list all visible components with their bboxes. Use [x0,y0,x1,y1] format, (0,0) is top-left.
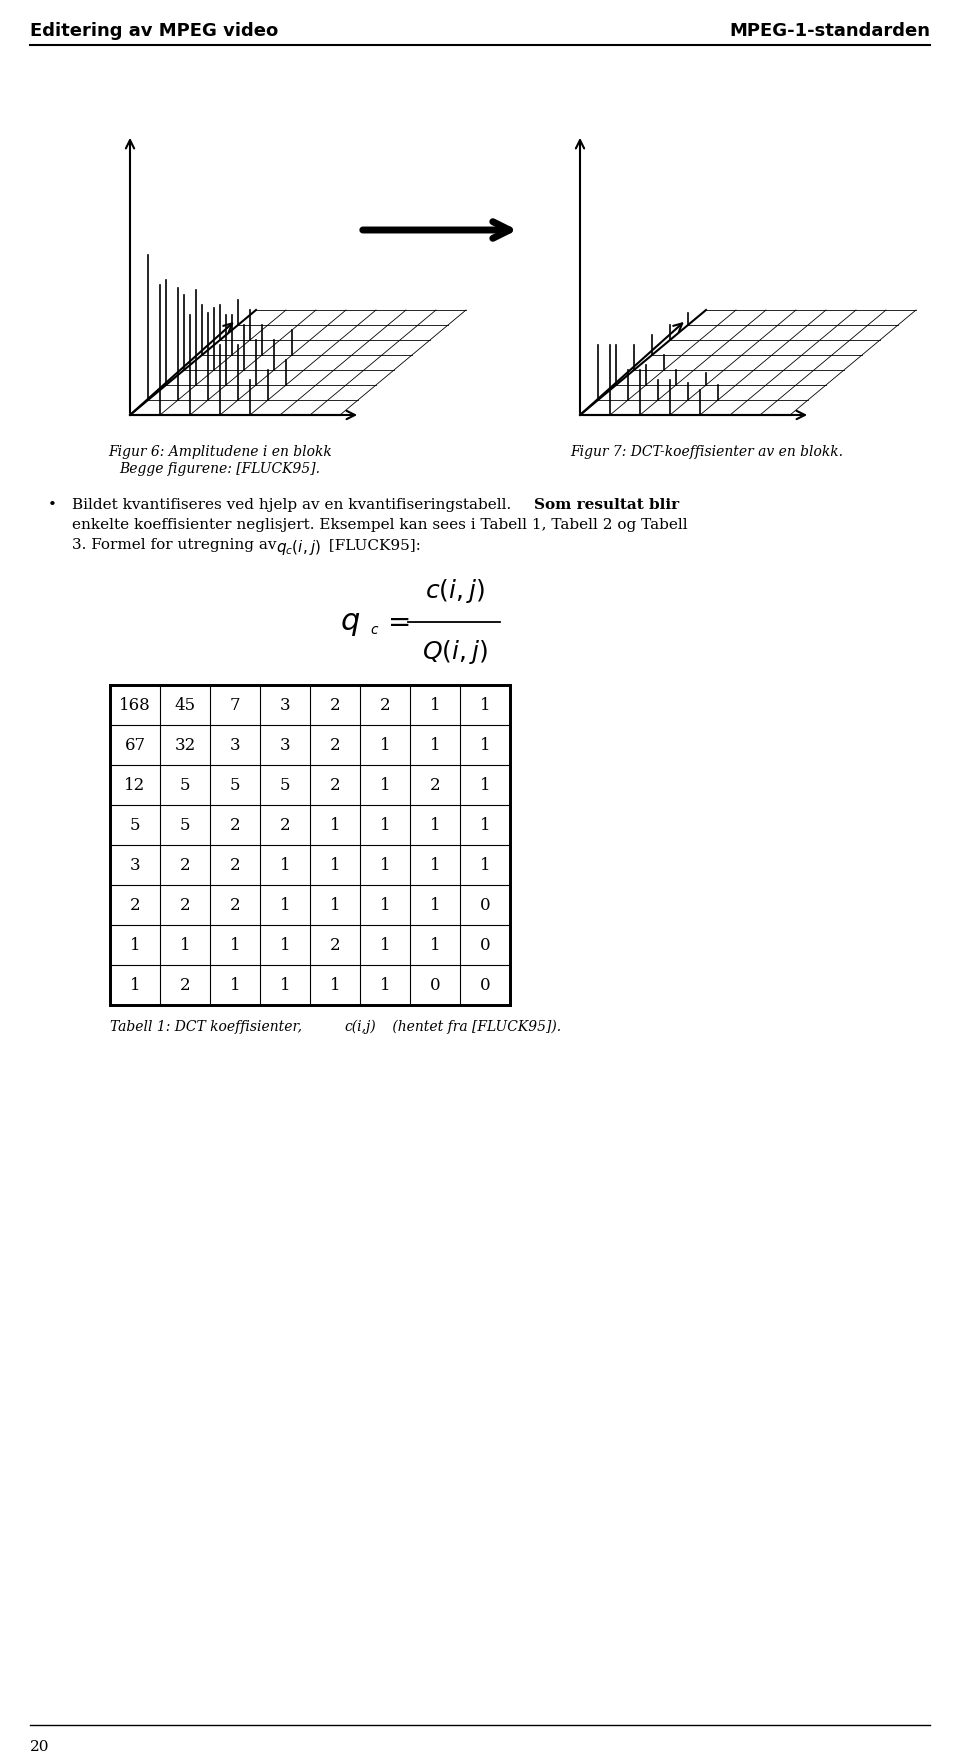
Text: 67: 67 [125,736,146,754]
Text: 2: 2 [229,856,240,873]
Text: 1: 1 [329,856,340,873]
Text: 2: 2 [229,896,240,914]
Text: 45: 45 [175,696,196,713]
Text: 1: 1 [279,936,290,954]
Text: c(i,j): c(i,j) [344,1021,375,1035]
Text: Figur 7: DCT-koeffisienter av en blokk.: Figur 7: DCT-koeffisienter av en blokk. [570,445,843,459]
Text: MPEG-1-standarden: MPEG-1-standarden [729,23,930,40]
Text: 20: 20 [30,1739,50,1753]
Text: 2: 2 [180,856,190,873]
Text: 2: 2 [130,896,140,914]
Text: Editering av MPEG video: Editering av MPEG video [30,23,278,40]
Text: 0: 0 [480,896,491,914]
Text: 1: 1 [380,936,391,954]
Text: 3: 3 [279,736,290,754]
Text: 1: 1 [480,736,491,754]
Text: 1: 1 [480,777,491,794]
Text: 1: 1 [279,896,290,914]
Text: $q$: $q$ [340,606,360,638]
Text: 1: 1 [380,856,391,873]
Text: 1: 1 [480,817,491,833]
Text: 3. Formel for utregning av: 3. Formel for utregning av [72,538,284,552]
Text: 1: 1 [380,977,391,993]
Text: 2: 2 [329,777,340,794]
Text: 168: 168 [119,696,151,713]
Text: 1: 1 [430,696,441,713]
Text: 2: 2 [329,736,340,754]
Text: 3: 3 [130,856,140,873]
Text: $c(i, j)$: $c(i, j)$ [425,576,485,604]
Text: 1: 1 [430,936,441,954]
Text: 1: 1 [329,896,340,914]
Text: 1: 1 [229,936,240,954]
Text: 0: 0 [480,977,491,993]
Text: 3: 3 [229,736,240,754]
Text: 1: 1 [279,856,290,873]
Text: 5: 5 [180,777,190,794]
Text: 1: 1 [279,977,290,993]
Text: Begge figurene: [FLUCK95].: Begge figurene: [FLUCK95]. [119,462,321,476]
Text: 2: 2 [279,817,290,833]
Text: 1: 1 [480,856,491,873]
Text: $_c$: $_c$ [370,618,379,638]
Text: 1: 1 [229,977,240,993]
Text: 1: 1 [430,856,441,873]
Text: 1: 1 [430,736,441,754]
Text: $Q(i, j)$: $Q(i, j)$ [422,638,488,666]
Text: 1: 1 [180,936,190,954]
Text: $q_c(i,j)$: $q_c(i,j)$ [276,538,321,557]
Text: (hentet fra [FLUCK95]).: (hentet fra [FLUCK95]). [388,1021,562,1035]
Text: 1: 1 [130,936,140,954]
Text: 1: 1 [329,817,340,833]
Text: Figur 6: Amplitudene i en blokk: Figur 6: Amplitudene i en blokk [108,445,332,459]
Text: 3: 3 [279,696,290,713]
Text: 1: 1 [430,896,441,914]
Text: 1: 1 [380,736,391,754]
Text: 2: 2 [380,696,391,713]
Bar [110,685,510,1005]
Text: Tabell 1: DCT koeffisienter,: Tabell 1: DCT koeffisienter, [110,1021,306,1035]
Text: 1: 1 [329,977,340,993]
Text: •: • [48,497,57,511]
Text: 32: 32 [175,736,196,754]
Text: enkelte koeffisienter neglisjert. Eksempel kan sees i Tabell 1, Tabell 2 og Tabe: enkelte koeffisienter neglisjert. Eksemp… [72,518,687,532]
Text: 2: 2 [229,817,240,833]
Text: 5: 5 [180,817,190,833]
Text: 2: 2 [430,777,441,794]
Text: 5: 5 [130,817,140,833]
Text: 5: 5 [229,777,240,794]
Text: 2: 2 [180,896,190,914]
Text: 1: 1 [130,977,140,993]
Text: 5: 5 [279,777,290,794]
Text: 12: 12 [125,777,146,794]
Text: 1: 1 [430,817,441,833]
Text: 2: 2 [180,977,190,993]
Text: 0: 0 [430,977,441,993]
Text: 1: 1 [380,817,391,833]
Text: $=$: $=$ [382,608,410,636]
Text: 1: 1 [380,777,391,794]
Text: 7: 7 [229,696,240,713]
Text: 2: 2 [329,936,340,954]
Text: [FLUCK95]:: [FLUCK95]: [324,538,420,552]
Text: 2: 2 [329,696,340,713]
Text: 0: 0 [480,936,491,954]
Text: 1: 1 [380,896,391,914]
Text: Bildet kvantifiseres ved hjelp av en kvantifiseringstabell.: Bildet kvantifiseres ved hjelp av en kva… [72,497,516,511]
Text: 1: 1 [480,696,491,713]
Text: Som resultat blir: Som resultat blir [534,497,679,511]
